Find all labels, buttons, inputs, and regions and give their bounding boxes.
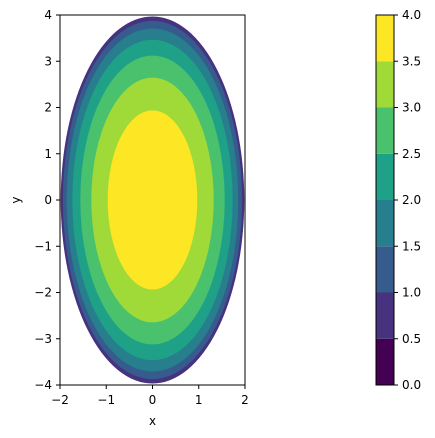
colorbar-tick-label: 0.0 <box>402 378 421 392</box>
colorbar-tick-label: 4.0 <box>402 8 421 22</box>
x-axis-label: x <box>149 414 156 428</box>
colorbar-segment-0 <box>376 338 394 385</box>
colorbar-segment-4 <box>376 153 394 200</box>
x-tick-label: 2 <box>241 393 249 407</box>
colorbar-tick-label: 0.5 <box>402 332 421 346</box>
y-tick-label: −2 <box>34 286 52 300</box>
y-tick-label: −4 <box>34 378 52 392</box>
y-tick-label: 4 <box>44 8 52 22</box>
colorbar-segment-1 <box>376 292 394 339</box>
contour-band-7 <box>107 110 198 290</box>
colorbar-segment-3 <box>376 200 394 247</box>
colorbar-tick-label: 3.0 <box>402 101 421 115</box>
y-tick-label: 3 <box>44 54 52 68</box>
y-tick-label: 0 <box>44 193 52 207</box>
y-tick-label: 2 <box>44 101 52 115</box>
colorbar-segment-6 <box>376 61 394 108</box>
colorbar: 0.0 0.5 1.0 1.5 2.0 2.5 3.0 3.5 4.0 <box>375 8 421 392</box>
colorbar-segment-7 <box>376 15 394 62</box>
y-tick-label: −1 <box>34 239 52 253</box>
contour-fill-regions <box>60 16 245 384</box>
y-tick-label: −3 <box>34 332 52 346</box>
colorbar-tick-label: 2.5 <box>402 147 421 161</box>
x-tick-label: −2 <box>51 393 69 407</box>
x-tick-label: 0 <box>149 393 157 407</box>
colorbar-tick-label: 2.0 <box>402 193 421 207</box>
colorbar-tick-label: 1.5 <box>402 239 421 253</box>
x-tick-label: 1 <box>195 393 203 407</box>
y-axis-label: y <box>9 196 23 203</box>
colorbar-tick-label: 1.0 <box>402 286 421 300</box>
colorbar-segment-5 <box>376 107 394 154</box>
y-axis: −4 −3 −2 −1 0 1 2 3 4 <box>34 8 60 392</box>
x-tick-label: −1 <box>97 393 115 407</box>
colorbar-tick-label: 3.5 <box>402 54 421 68</box>
y-tick-label: 1 <box>44 147 52 161</box>
colorbar-segment-2 <box>376 246 394 293</box>
x-axis: −2 −1 0 1 2 <box>51 385 249 407</box>
